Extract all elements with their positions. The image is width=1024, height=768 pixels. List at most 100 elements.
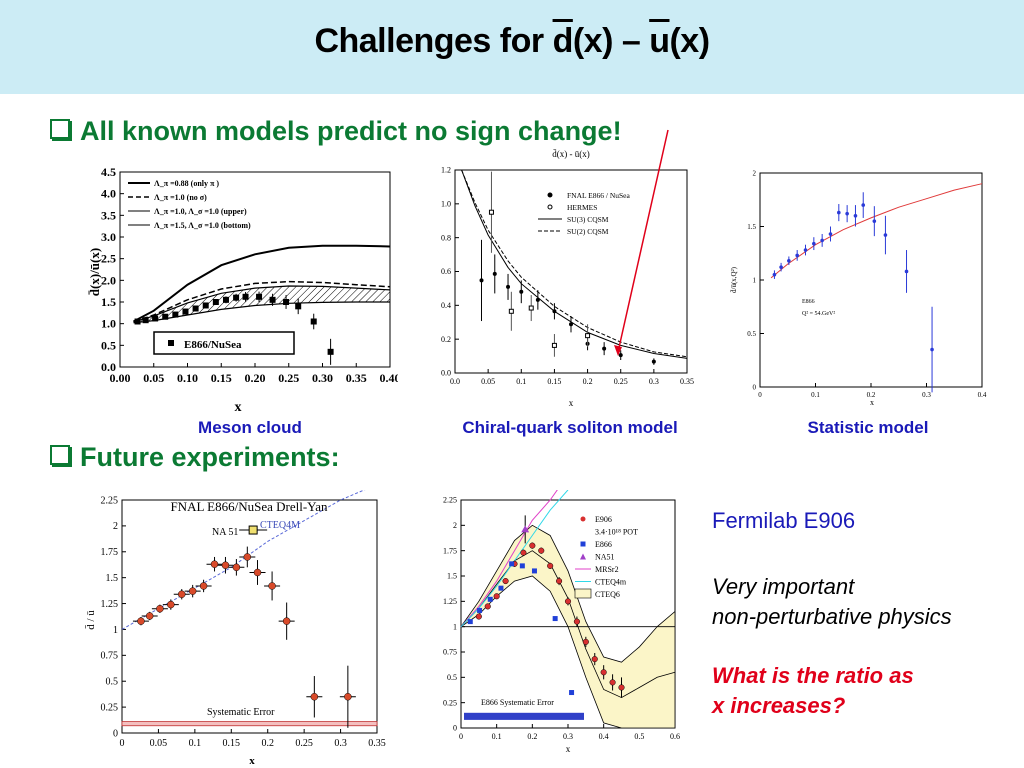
e906-point [547,562,554,569]
systematic-label: Systematic Error [207,707,275,718]
y-axis-label: d̄/ū(x,Q²) [730,266,738,293]
e866-point [192,305,199,312]
e866-point [479,278,484,283]
systematic-error-band [121,721,378,727]
note-question-line2: x increases? [712,693,846,718]
e866-point [535,297,540,302]
red-arrow-line [617,129,669,353]
e866-point [837,210,841,215]
title-ubar: u [649,22,670,60]
legend-box [124,176,274,238]
e866-point [861,203,866,207]
legend-entry: CTEQ6 [595,590,620,599]
e906-point [618,684,625,691]
e866-point [269,296,276,303]
x-tick-label: 0.10 [177,371,198,385]
bullet-2-text: Future experiments: [80,442,340,472]
title-dbar: d [552,22,574,60]
red-arrow-head [614,345,622,356]
e866-point [233,294,240,301]
data-legend-box [153,331,295,355]
e866-point [188,587,197,595]
x-tick-label: 0.2 [261,738,274,749]
curve-cteq4m [121,490,366,630]
x-tick-label: 0.1 [189,738,202,749]
legend-entry: Λ_π =1.0, Λ_σ =1.0 (upper) [154,207,247,216]
e866-point [253,568,262,577]
chart-title: d̄(x) - ū(x) [552,149,590,159]
x-tick-label: 0.35 [368,738,386,749]
e866-point [787,258,791,263]
hermes-point [528,305,534,311]
chart-meson-svg: 0.00 0.05 0.10 0.15 0.20 0.25 0.30 0.35 0.40 0.0 0… [88,165,399,415]
x-tick-label: 0.05 [143,371,164,385]
curve-only-pion [133,244,391,323]
e866-point [569,322,573,327]
y-tick-label: 0.5 [747,330,756,338]
y-tick-label: 0 [453,724,457,733]
y-tick-label: 1.5 [106,573,119,584]
legend-entry: Λ_π =0.88 (only π ) [154,179,219,188]
legend-entry: 3.4·10¹⁸ POT [595,528,638,537]
e866-point [182,308,189,315]
e866-point [221,561,230,569]
e866-point [282,617,291,625]
x-axis-label: x [235,400,242,415]
legend-entry: Λ_π =1.0 (no σ) [154,193,207,202]
title-banner [0,0,1024,94]
e906-point [529,542,536,549]
chart-statistic: 0 0.1 0.2 0.3 0.4 0 0.5 1 1.5 2 E866 Q² = 54.GeV² x d… [722,165,987,415]
e866-point [828,232,833,236]
y-tick-label: 0 [753,383,757,391]
x-tick-label: 0.35 [680,377,694,386]
slide-title: Challenges for d(x) – u(x) [0,22,1024,61]
x-tick-label: 0.4 [978,391,987,399]
y-tick-label: 4.0 [101,187,116,201]
e866-point [199,582,208,590]
e906-point [582,638,589,645]
e866-point [243,553,252,561]
e866-point [492,271,497,276]
x-tick-label: 0.15 [211,371,232,385]
x-tick-label: 0 [120,738,125,749]
legend-entry: NA51 [595,553,615,562]
x-tick-label: 0.1 [811,391,820,399]
y-tick-label: 2 [453,521,457,530]
y-tick-label: 1.0 [101,317,116,331]
y-tick-label: 0 [113,728,118,739]
y-tick-label: 0.75 [101,651,119,662]
e866-point [162,313,169,320]
e866-point [210,560,219,568]
e866-point [268,582,276,590]
legend-marker [580,553,586,560]
caption-chiral-quark: Chiral-quark soliton model [462,418,678,437]
title-prefix: Challenges for [314,22,553,60]
y-tick-label: 1.25 [443,597,457,606]
x-tick-label: 0.40 [380,371,399,385]
e866-point [883,233,888,237]
y-axis-label: d̄ / ū [85,610,97,630]
hermes-point [551,342,557,348]
y-tick-label: 1.5 [447,572,457,581]
chart-statistic-svg: 0 0.1 0.2 0.3 0.4 0 0.5 1 1.5 2 E866 Q² = 54.GeV² x d… [730,169,987,407]
systematic-error-band [464,712,584,720]
y-tick-label: 1.5 [101,295,116,309]
x-tick-label: 0 [758,391,762,399]
x-tick-label: 0.1 [492,732,502,741]
x-tick-label: 0.6 [670,732,680,741]
bullet-1-text: All known models predict no sign change! [80,116,622,146]
e866-point [651,359,656,364]
e866-point [519,563,525,569]
e866-point [256,293,263,300]
x-tick-label: 0.30 [312,371,333,385]
e866-point [509,561,515,567]
note-question-line1: What is the ratio as [712,663,914,688]
legend-entry: E906 [595,515,612,524]
curve-mrsr2 [460,490,558,628]
e866-point [853,214,858,218]
e866-point [872,219,877,223]
e866-point [618,353,623,358]
legend-marker [547,204,553,210]
e866-point [242,293,249,300]
